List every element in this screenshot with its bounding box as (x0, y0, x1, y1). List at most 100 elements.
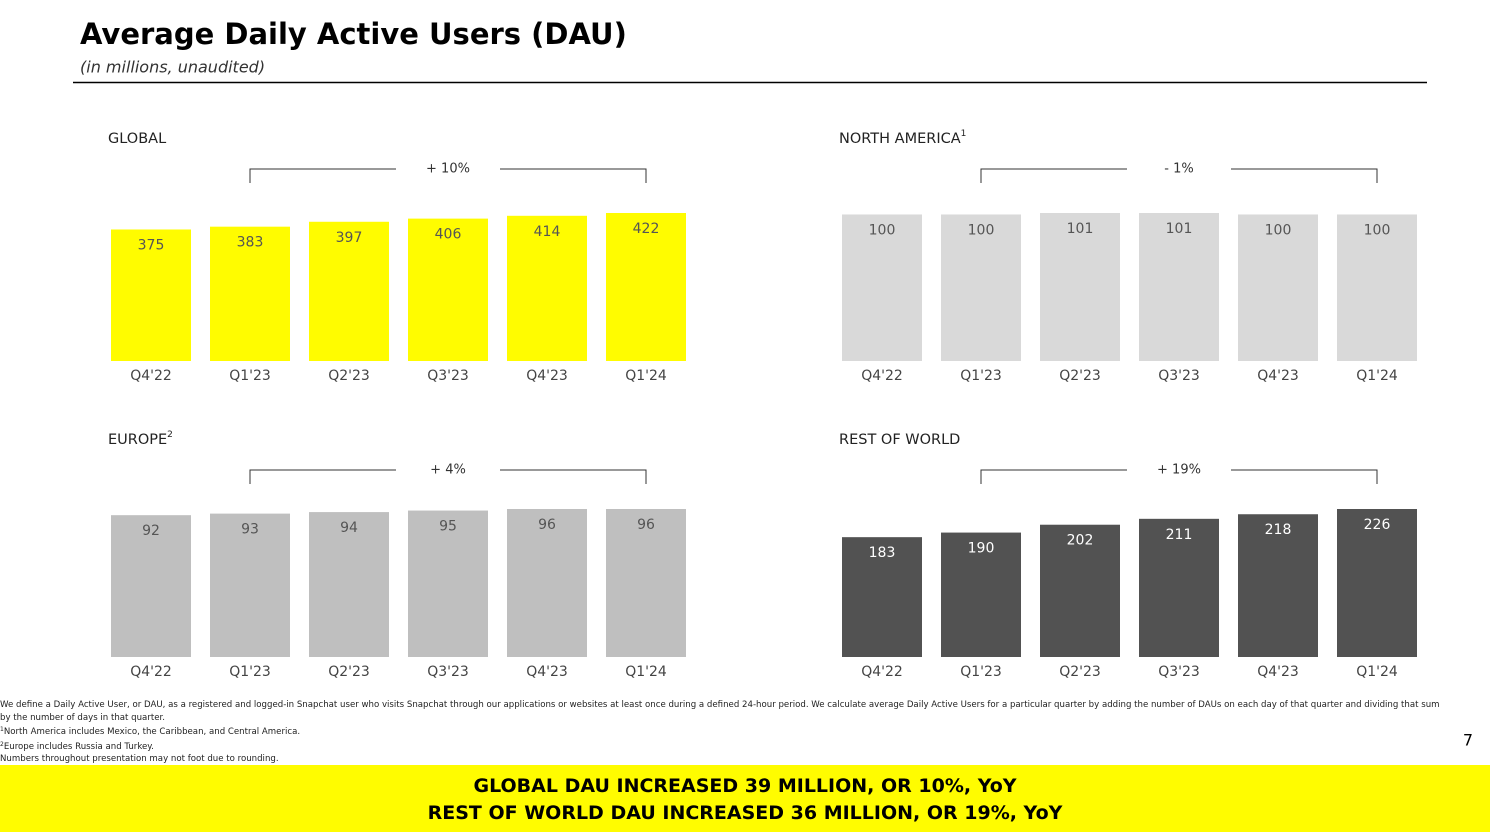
x-tick-label: Q3'23 (1158, 368, 1200, 384)
chart-title: EUROPE2 (108, 430, 173, 449)
footnote-marker: 2 (0, 740, 4, 748)
bar (1238, 214, 1318, 361)
x-tick-label: Q4'22 (130, 368, 172, 384)
slide-title: Average Daily Active Users (DAU) (80, 17, 627, 51)
footnote-text: Numbers throughout presentation may not … (0, 754, 279, 764)
page-number: 7 (1463, 731, 1473, 750)
bracket (980, 168, 1378, 183)
x-tick-label: Q3'23 (1158, 664, 1200, 680)
bar (606, 509, 686, 657)
value-label: 406 (435, 227, 462, 243)
x-tick-label: Q4'22 (861, 368, 903, 384)
footnote: 1North America includes Mexico, the Cari… (0, 724, 1440, 739)
x-tick-label: Q1'23 (960, 664, 1002, 680)
bar (1040, 524, 1120, 657)
bar (408, 510, 488, 657)
slide-subtitle: (in millions, unaudited) (80, 58, 265, 77)
banner: GLOBAL DAU INCREASED 39 MILLION, OR 10%,… (0, 765, 1490, 832)
footnote: We define a Daily Active User, or DAU, a… (0, 699, 1440, 724)
value-label: 397 (336, 230, 363, 246)
value-label: 100 (1265, 222, 1292, 238)
bar (111, 515, 191, 657)
value-label: 101 (1166, 221, 1193, 237)
x-tick-label: Q2'23 (328, 368, 370, 384)
x-tick-label: Q1'23 (229, 368, 271, 384)
chart-title: REST OF WORLD (839, 432, 960, 448)
bar (1139, 213, 1219, 361)
bar (309, 221, 389, 361)
bracket (980, 469, 1378, 484)
x-tick-label: Q1'24 (625, 664, 667, 680)
bar (210, 226, 290, 361)
value-label: 92 (142, 523, 160, 539)
chart-title-note: 2 (167, 430, 173, 440)
value-label: 96 (637, 517, 655, 533)
chart-title: NORTH AMERICA1 (839, 129, 966, 148)
x-tick-label: Q4'22 (130, 664, 172, 680)
value-label: 226 (1364, 517, 1391, 533)
value-label: 100 (1364, 222, 1391, 238)
value-label: 383 (237, 235, 264, 251)
footnote-text: We define a Daily Active User, or DAU, a… (0, 700, 1440, 723)
bar (309, 512, 389, 657)
value-label: 100 (869, 222, 896, 238)
footnote-text: Europe includes Russia and Turkey. (3, 741, 154, 752)
x-tick-label: Q2'23 (1059, 368, 1101, 384)
x-tick-label: Q4'23 (526, 664, 568, 680)
x-tick-label: Q1'24 (625, 368, 667, 384)
bar (1040, 213, 1120, 361)
value-label: 211 (1166, 527, 1193, 543)
value-label: 93 (241, 522, 259, 538)
x-tick-label: Q4'23 (526, 368, 568, 384)
bracket (249, 469, 647, 484)
chart-title: GLOBAL (108, 131, 166, 147)
value-label: 422 (633, 221, 660, 237)
footnote-text: North America includes Mexico, the Carib… (3, 727, 301, 737)
change-annotation: + 4% (430, 463, 466, 478)
change-annotation: - 1% (1164, 162, 1193, 177)
x-tick-label: Q3'23 (427, 664, 469, 680)
bracket (249, 168, 647, 183)
x-tick-label: Q1'24 (1356, 368, 1398, 384)
bar (507, 509, 587, 657)
x-tick-label: Q1'24 (1356, 664, 1398, 680)
x-tick-label: Q2'23 (328, 664, 370, 680)
footnote: 2Europe includes Russia and Turkey. (0, 739, 1440, 754)
chart-title-note: 1 (961, 129, 967, 139)
bar (210, 513, 290, 657)
bar (941, 214, 1021, 361)
value-label: 100 (968, 222, 995, 238)
footnote-marker: 1 (0, 726, 4, 733)
value-label: 375 (138, 237, 165, 253)
x-tick-label: Q4'23 (1257, 368, 1299, 384)
value-label: 202 (1067, 533, 1094, 549)
value-label: 414 (534, 224, 561, 240)
bar (606, 213, 686, 361)
banner-line: GLOBAL DAU INCREASED 39 MILLION, OR 10%,… (473, 775, 1017, 797)
value-label: 96 (538, 517, 556, 533)
footnotes: We define a Daily Active User, or DAU, a… (0, 699, 1440, 766)
x-tick-label: Q4'23 (1257, 664, 1299, 680)
value-label: 183 (869, 545, 896, 561)
x-tick-label: Q4'22 (861, 664, 903, 680)
x-tick-label: Q2'23 (1059, 664, 1101, 680)
value-label: 101 (1067, 221, 1094, 237)
x-tick-label: Q1'23 (960, 368, 1002, 384)
bar (507, 215, 587, 361)
x-tick-label: Q1'23 (229, 664, 271, 680)
bar (1238, 514, 1318, 657)
bar (842, 537, 922, 657)
bar (842, 214, 922, 361)
change-annotation: + 10% (426, 162, 470, 177)
change-annotation: + 19% (1157, 463, 1201, 478)
banner-line: REST OF WORLD DAU INCREASED 36 MILLION, … (427, 802, 1063, 824)
value-label: 190 (968, 541, 995, 557)
bar (111, 229, 191, 361)
bar (1337, 214, 1417, 361)
bar (1139, 518, 1219, 657)
x-tick-label: Q3'23 (427, 368, 469, 384)
bar (941, 532, 1021, 657)
value-label: 95 (439, 519, 457, 535)
